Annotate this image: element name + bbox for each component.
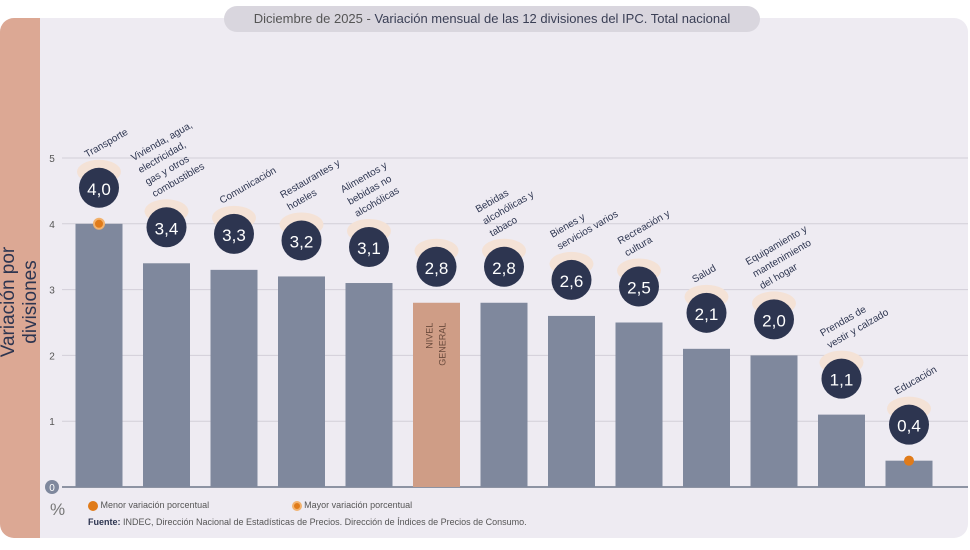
min-marker-icon — [88, 500, 98, 511]
bar — [413, 302, 460, 487]
bar — [210, 269, 258, 487]
source-text: INDEC, Dirección Nacional de Estadística… — [120, 517, 527, 527]
bar — [75, 223, 123, 488]
bar — [345, 283, 393, 487]
y-tick-label: 2 — [49, 351, 55, 362]
unit-label: % — [50, 500, 66, 519]
category-label: Salud — [691, 263, 719, 285]
value-badge — [79, 167, 119, 208]
general-bar-label: NIVEL — [425, 323, 435, 349]
max-marker-icon — [291, 500, 302, 511]
value-badge — [889, 404, 929, 445]
value-badge — [686, 292, 727, 333]
value-badge — [754, 299, 794, 340]
legend-max: Mayor variación porcentual — [304, 500, 413, 510]
value-label: 2,6 — [560, 272, 584, 291]
y-tick-label: 3 — [49, 286, 55, 297]
value-badge — [349, 227, 389, 268]
value-label: 3,3 — [222, 226, 246, 245]
value-label: 3,1 — [357, 239, 381, 258]
chart-title: Diciembre de 2025 - Variación mensual de… — [224, 6, 760, 32]
bar — [615, 322, 663, 487]
value-label: 2,0 — [762, 311, 786, 330]
value-label: 0,4 — [897, 417, 921, 436]
category-label: Transporte — [83, 127, 130, 161]
bar — [480, 302, 528, 487]
bar — [548, 315, 595, 487]
value-label: 4,0 — [87, 180, 111, 199]
max-marker — [93, 217, 105, 230]
bar — [750, 355, 798, 487]
min-marker — [904, 455, 914, 466]
y-tick-label: 5 — [49, 154, 55, 165]
value-label: 2,8 — [425, 259, 449, 278]
value-label: 1,1 — [830, 371, 854, 390]
value-badge — [484, 246, 524, 287]
y-tick-label: 4 — [49, 220, 55, 231]
source-label: Fuente: — [88, 517, 121, 527]
title-date: Diciembre de 2025 - — [253, 11, 375, 26]
general-bar-label: GENERAL — [438, 323, 448, 366]
value-badge — [416, 246, 457, 287]
value-label: 2,5 — [627, 279, 651, 298]
legend: Menor variación porcentual Mayor variaci… — [88, 500, 412, 511]
value-label: 3,2 — [290, 232, 314, 251]
value-badge — [821, 358, 862, 399]
y-tick-label: 1 — [49, 417, 55, 428]
bar — [818, 414, 865, 487]
value-badge — [214, 213, 254, 254]
bar — [683, 348, 730, 487]
y-tick-label: 0 — [49, 483, 55, 494]
bar — [143, 263, 190, 487]
legend-min: Menor variación porcentual — [100, 500, 210, 510]
source-note: Fuente: INDEC, Dirección Nacional de Est… — [88, 517, 527, 527]
value-badge — [619, 266, 659, 307]
value-badge — [551, 259, 592, 300]
left-band — [0, 18, 40, 538]
title-main: Variación mensual de las 12 divisiones d… — [374, 11, 731, 26]
value-badge — [281, 220, 322, 261]
category-label: Comunicación — [218, 165, 278, 206]
value-label: 3,4 — [155, 219, 179, 238]
zero-marker — [45, 480, 59, 494]
category-label: Educación — [893, 364, 939, 397]
value-label: 2,1 — [695, 305, 719, 324]
value-badge — [146, 207, 187, 248]
value-label: 2,8 — [492, 259, 516, 278]
bar — [278, 276, 325, 487]
